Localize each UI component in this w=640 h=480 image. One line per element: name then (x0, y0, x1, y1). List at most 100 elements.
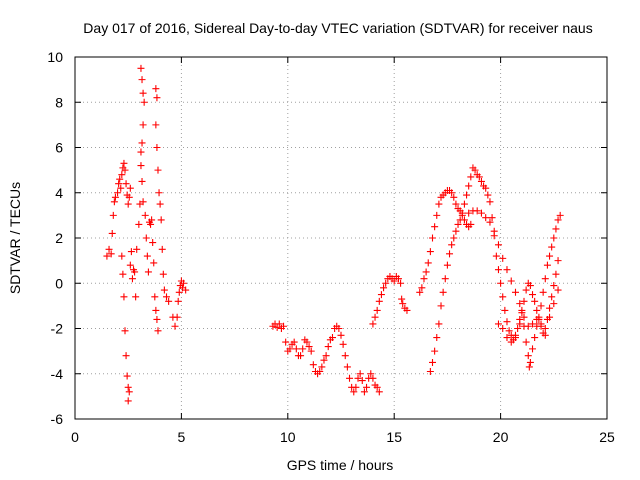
data-point (375, 388, 383, 396)
data-point (550, 300, 558, 308)
data-point (529, 291, 537, 299)
data-point (375, 297, 383, 305)
data-point (154, 327, 162, 335)
data-point (490, 227, 498, 235)
x-tick-label: 5 (178, 429, 186, 445)
data-point (526, 282, 534, 290)
data-point (290, 338, 298, 346)
data-point (111, 193, 119, 201)
data-point (343, 363, 351, 371)
data-point (371, 313, 379, 321)
data-point (125, 388, 133, 396)
data-point (505, 327, 513, 335)
data-point (460, 200, 468, 208)
data-point (363, 383, 371, 391)
data-point (429, 358, 437, 366)
data-point (525, 363, 533, 371)
data-point (144, 268, 152, 276)
data-point (552, 270, 560, 278)
data-point (422, 268, 430, 276)
data-point (152, 306, 160, 314)
data-point (292, 345, 300, 353)
data-point (520, 313, 528, 321)
data-point (382, 279, 390, 287)
data-point (275, 320, 283, 328)
data-point (446, 250, 454, 258)
data-point (132, 293, 140, 301)
data-point (448, 189, 456, 197)
data-point (554, 216, 562, 224)
data-point (320, 356, 328, 364)
data-point (116, 175, 124, 183)
data-point (537, 320, 545, 328)
data-point (131, 268, 139, 276)
data-point (452, 200, 460, 208)
data-point (335, 325, 343, 332)
data-point (550, 282, 558, 290)
data-point (124, 397, 132, 405)
x-axis-label: GPS time / hours (287, 457, 394, 473)
chart-title: Day 017 of 2016, Sidereal Day-to-day VTE… (83, 20, 592, 36)
data-point (158, 245, 166, 253)
data-point (541, 331, 549, 339)
data-point (138, 139, 146, 147)
x-tick-label: 0 (71, 429, 79, 445)
data-point (280, 322, 288, 330)
data-point (305, 343, 313, 351)
data-point (119, 270, 127, 278)
data-point (153, 94, 161, 102)
x-tick-label: 10 (280, 429, 296, 445)
data-point (309, 361, 317, 369)
data-point (369, 374, 377, 382)
data-point (492, 252, 500, 260)
data-point (115, 180, 123, 188)
data-point (182, 286, 190, 294)
y-tick-label: -4 (51, 366, 64, 382)
data-point (543, 261, 551, 269)
data-point (426, 248, 434, 256)
data-point (350, 388, 358, 396)
data-point (377, 291, 385, 299)
grid-lines (75, 57, 607, 419)
data-point (369, 320, 377, 328)
y-tick-label: 8 (55, 94, 63, 110)
y-tick-labels: -6 -4 -2 0 2 4 6 8 10 (47, 49, 63, 427)
data-point (107, 250, 115, 258)
data-point (153, 315, 161, 323)
data-point (125, 193, 133, 201)
data-point (467, 173, 475, 181)
data-point (356, 370, 364, 378)
data-point (499, 325, 507, 332)
data-point (499, 293, 507, 301)
data-point (156, 200, 164, 208)
data-point (526, 358, 534, 366)
data-point (126, 261, 134, 269)
data-point (552, 225, 560, 233)
data-point (424, 259, 432, 267)
data-point (373, 306, 381, 314)
data-point (337, 331, 345, 339)
data-point (522, 286, 530, 294)
data-point (511, 288, 519, 296)
data-point (486, 198, 494, 206)
data-point (123, 372, 131, 380)
data-point (537, 302, 545, 310)
data-point (467, 220, 475, 228)
x-tick-label: 20 (493, 429, 509, 445)
data-point (494, 241, 502, 249)
data-point (150, 259, 158, 267)
data-point (140, 98, 148, 106)
data-point (471, 166, 479, 174)
data-point (139, 89, 147, 97)
y-tick-label: -2 (51, 321, 64, 337)
data-point (159, 270, 167, 278)
data-point (394, 275, 402, 283)
data-point (137, 162, 145, 170)
data-point (456, 216, 464, 224)
data-point (448, 241, 456, 249)
data-point (303, 338, 311, 346)
data-points (103, 64, 564, 405)
data-point (507, 338, 515, 346)
data-point (282, 338, 290, 346)
